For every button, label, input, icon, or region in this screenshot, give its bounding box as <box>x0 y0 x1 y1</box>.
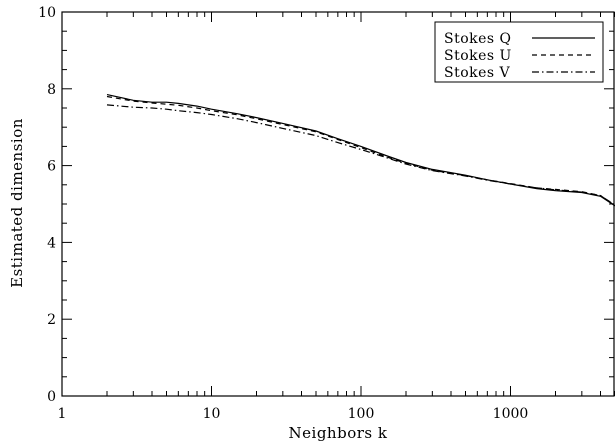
series-line-stokes-q <box>106 94 615 207</box>
y-axis-label: Estimated dimension <box>8 118 26 288</box>
y-tick-label: 8 <box>47 82 56 98</box>
x-tick-label: 1 <box>58 406 67 422</box>
legend-box <box>434 21 604 83</box>
x-tick-label: 10 <box>203 406 221 422</box>
legend-label: Stokes V <box>444 65 511 81</box>
legend-label: Stokes U <box>444 48 512 64</box>
x-axis-label: Neighbors k <box>289 424 388 442</box>
series-line-stokes-v <box>106 104 615 206</box>
legend-label: Stokes Q <box>444 31 512 47</box>
x-tick-label: 100 <box>348 406 375 422</box>
series-lines <box>106 94 615 207</box>
x-tick-label: 1000 <box>493 406 529 422</box>
y-tick-label: 2 <box>47 312 56 328</box>
y-tick-label: 0 <box>47 389 56 405</box>
series-line-stokes-u <box>106 95 615 206</box>
y-tick-label: 10 <box>38 5 56 21</box>
axes: 0 2 4 6 8 10 1 10 100 1000 <box>38 5 615 422</box>
y-tick-label: 4 <box>47 235 56 251</box>
y-tick-label: 6 <box>47 159 56 175</box>
